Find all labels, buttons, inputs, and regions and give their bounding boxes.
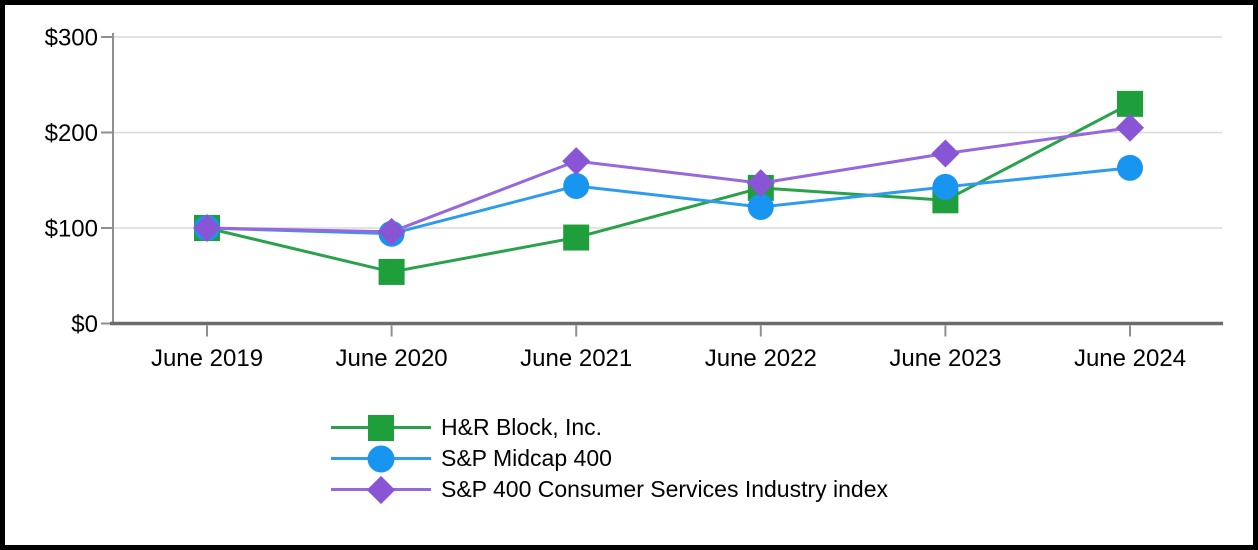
x-axis-label: June 2023 [889, 345, 1001, 372]
legend-label-midcap: S&P Midcap 400 [441, 445, 612, 471]
marker-circle [747, 193, 774, 220]
x-axis-label: June 2022 [705, 345, 817, 372]
series-line-circle [205, 166, 1132, 236]
legend-circle-marker-icon [367, 445, 395, 472]
legend-square-marker-icon [368, 414, 394, 441]
legend-key-consumer-services [331, 474, 431, 505]
chart-legend: H&R Block, Inc. S&P Midcap 400 S&P 400 C… [331, 412, 888, 505]
x-axis-label: June 2024 [1074, 345, 1186, 372]
series-line-square [205, 102, 1132, 274]
marker-square [563, 224, 590, 251]
marker-diamond [1116, 113, 1144, 142]
y-axis-label: $100 [45, 216, 98, 243]
legend-key-hrb [331, 412, 431, 443]
legend-item-hrb: H&R Block, Inc. [331, 412, 888, 443]
y-axis-label: $300 [45, 25, 98, 52]
marker-diamond [746, 169, 775, 198]
x-axis-label: June 2021 [520, 345, 632, 372]
y-axis-label: $0 [71, 311, 98, 338]
series-line-diamond [205, 126, 1132, 234]
marker-circle [932, 173, 959, 200]
legend-item-consumer-services: S&P 400 Consumer Services Industry index [331, 474, 888, 505]
legend-label-hrb: H&R Block, Inc. [441, 414, 603, 440]
marker-diamond [931, 139, 960, 168]
legend-diamond-marker-icon [366, 475, 396, 504]
y-axis-label: $200 [45, 120, 98, 147]
legend-key-midcap [331, 443, 431, 474]
marker-square [1117, 90, 1143, 117]
marker-square [378, 258, 405, 285]
legend-label-consumer-services: S&P 400 Consumer Services Industry index [441, 476, 889, 502]
x-axis-label: June 2019 [151, 345, 263, 372]
marker-circle [1117, 154, 1143, 181]
marker-diamond [562, 147, 591, 176]
legend-item-midcap: S&P Midcap 400 [331, 443, 888, 474]
x-axis-label: June 2020 [336, 345, 448, 372]
marker-diamond [377, 217, 406, 246]
marker-diamond [193, 214, 221, 242]
marker-circle [563, 172, 590, 199]
